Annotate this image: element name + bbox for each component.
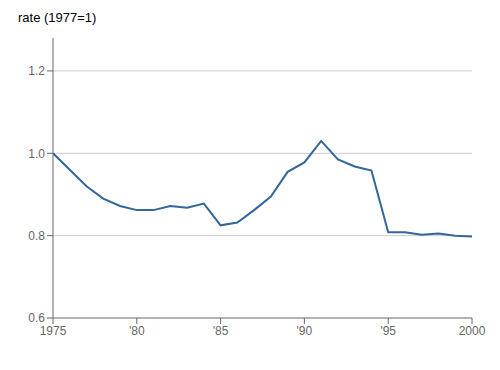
svg-text:0.8: 0.8 bbox=[28, 229, 45, 243]
svg-text:'90: '90 bbox=[297, 324, 313, 338]
svg-text:1.2: 1.2 bbox=[28, 64, 45, 78]
html-text:rate (1977=1): rate (1977=1) bbox=[18, 10, 97, 25]
svg-text:2000: 2000 bbox=[459, 324, 486, 338]
svg-text:'95: '95 bbox=[380, 324, 396, 338]
svg-text:'85: '85 bbox=[213, 324, 229, 338]
svg-text:1.0: 1.0 bbox=[28, 147, 45, 161]
svg-text:0.6: 0.6 bbox=[28, 311, 45, 325]
svg-text:1975: 1975 bbox=[40, 324, 67, 338]
svg-text:'80: '80 bbox=[129, 324, 145, 338]
